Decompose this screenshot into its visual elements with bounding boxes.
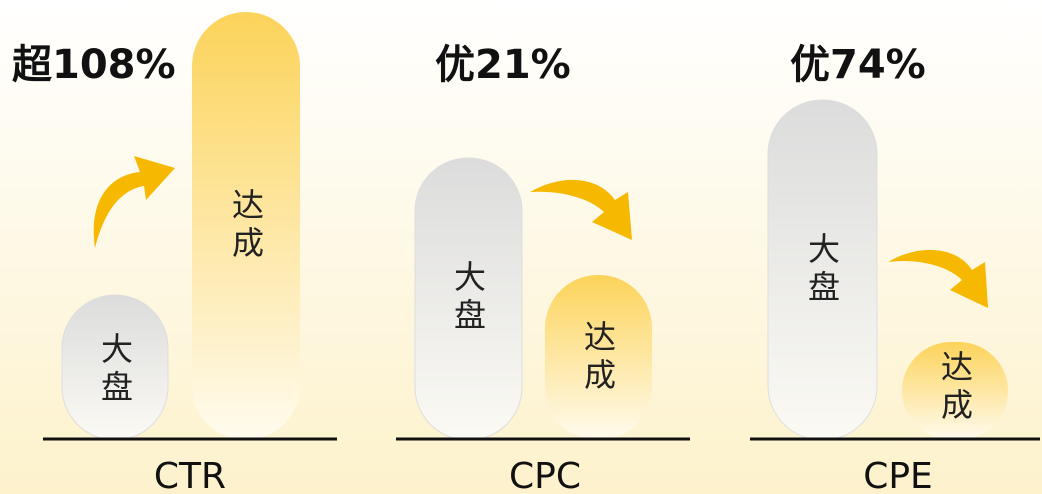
result-label: 达成 [936,350,974,426]
base-label: 大盘 [803,232,841,308]
headline: 超108% [12,42,176,88]
arrow [530,179,632,240]
result-bar [192,12,300,440]
base-label: 大盘 [449,260,487,336]
metric-label: CTR [154,456,226,494]
result-label: 达成 [579,320,617,396]
result-bar [902,342,1008,440]
group-cpc: 优21% 大盘 达成 CPC [396,42,690,494]
headline: 优21% [435,42,571,88]
metric-label: CPE [863,456,933,494]
result-bar [545,275,652,440]
arrow [93,156,175,248]
result-label: 达成 [227,188,265,264]
arrow [888,249,988,308]
headline: 优74% [790,42,926,88]
metric-label: CPC [509,456,581,494]
group-ctr: 超108% 大盘 达成 CTR [12,12,337,494]
base-label: 大盘 [96,332,134,408]
group-cpe: 优74% 大盘 达成 CPE [750,42,1040,494]
